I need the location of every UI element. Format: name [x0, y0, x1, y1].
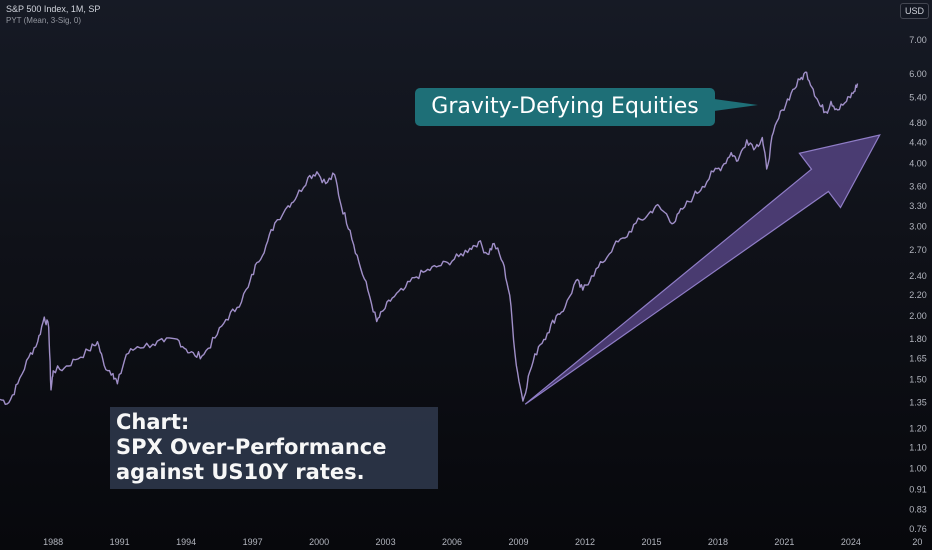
price-tick-label: 5.40 — [909, 92, 927, 102]
time-tick-label: 1997 — [243, 537, 263, 547]
price-tick-label: 2.40 — [909, 271, 927, 281]
price-tick-label: 0.76 — [909, 524, 927, 534]
price-tick-label: 1.80 — [909, 334, 927, 344]
price-axis[interactable]: 8.007.006.005.404.804.404.003.603.303.00… — [909, 6, 927, 534]
indicator-label[interactable]: PYT (Mean, 3-Sig, 0) — [6, 16, 81, 25]
time-tick-label: 2015 — [641, 537, 661, 547]
price-tick-label: 1.00 — [909, 464, 927, 474]
time-tick-label: 2024 — [841, 537, 861, 547]
price-tick-label: 4.80 — [909, 118, 927, 128]
time-tick-label: 2018 — [708, 537, 728, 547]
time-axis[interactable]: 1988 1991 1994 1997 2000 2003 2006 2009 2012 2015… — [43, 537, 922, 547]
time-tick-label: 1994 — [176, 537, 196, 547]
price-tick-label: 3.00 — [909, 222, 927, 232]
price-tick-label: 4.40 — [909, 137, 927, 147]
gravity-defying-callout: Gravity-Defying Equities — [415, 88, 715, 126]
currency-button[interactable]: USD — [900, 3, 930, 19]
time-tick-label: 20 — [912, 537, 922, 547]
price-tick-label: 6.00 — [909, 69, 927, 79]
price-tick-label: 2.20 — [909, 290, 927, 300]
time-tick-label: 1988 — [43, 537, 63, 547]
note-line-1: Chart: — [116, 410, 190, 434]
time-tick-label: 2000 — [309, 537, 329, 547]
symbol-title[interactable]: S&P 500 Index, 1M, SP — [6, 4, 101, 14]
price-tick-label: 1.10 — [909, 443, 927, 453]
price-tick-label: 1.20 — [909, 424, 927, 434]
price-tick-label: 0.83 — [909, 505, 927, 515]
time-tick-label: 2012 — [575, 537, 595, 547]
price-tick-label: 2.70 — [909, 245, 927, 255]
time-tick-label: 2021 — [774, 537, 794, 547]
price-tick-label: 1.35 — [909, 398, 927, 408]
time-tick-label: 2006 — [442, 537, 462, 547]
price-tick-label: 3.30 — [909, 201, 927, 211]
price-tick-label: 4.00 — [909, 158, 927, 168]
time-tick-label: 2003 — [376, 537, 396, 547]
price-tick-label: 0.91 — [909, 484, 927, 494]
price-tick-label: 1.65 — [909, 353, 927, 363]
price-tick-label: 7.00 — [909, 35, 927, 45]
spx-ratio-series-line — [0, 71, 859, 405]
time-tick-label: 1991 — [110, 537, 130, 547]
trend-arrow — [524, 134, 881, 405]
price-tick-label: 2.00 — [909, 311, 927, 321]
price-tick-label: 1.50 — [909, 374, 927, 384]
note-line-3: against US10Y rates. — [116, 460, 365, 484]
callout-pointer — [714, 99, 758, 111]
note-line-2: SPX Over-Performance — [116, 435, 387, 459]
time-tick-label: 2009 — [509, 537, 529, 547]
price-tick-label: 3.60 — [909, 182, 927, 192]
chart-note-box: Chart: SPX Over-Performance against US10… — [110, 407, 438, 489]
